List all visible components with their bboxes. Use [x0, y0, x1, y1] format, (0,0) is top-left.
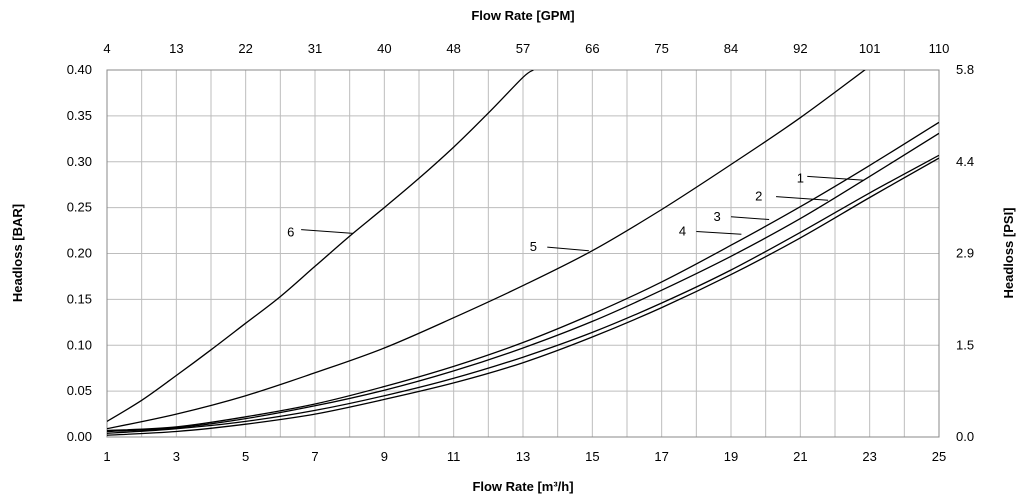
x-tick-label: 21 — [793, 449, 807, 464]
y2-tick-label: 1.5 — [956, 337, 974, 352]
y2-tick-label: 5.8 — [956, 62, 974, 77]
curve-layer: 1 2 3 4 5 6 — [107, 70, 939, 436]
curve-2 — [107, 132, 939, 433]
x2-tick-label: 66 — [585, 41, 599, 56]
x2-tick-label: 57 — [516, 41, 530, 56]
x2-tick-label: 48 — [446, 41, 460, 56]
leader-line-5 — [547, 246, 589, 252]
y-tick-label: 0.25 — [67, 200, 92, 215]
curve-1 — [107, 121, 939, 432]
curve-5 — [107, 70, 866, 430]
y2-tick-label: 2.9 — [956, 246, 974, 261]
y2-tick-label: 0.0 — [956, 429, 974, 444]
y-tick-label: 0.20 — [67, 246, 92, 261]
curve-label-4: 4 — [679, 224, 686, 239]
curve-label-5: 5 — [530, 239, 537, 254]
y2-tick-label: 4.4 — [956, 154, 974, 169]
y-tick-label: 0.30 — [67, 154, 92, 169]
x-tick-label: 13 — [516, 449, 530, 464]
y-tick-label: 0.05 — [67, 383, 92, 398]
x-tick-label: 1 — [103, 449, 110, 464]
curve-6 — [107, 70, 534, 422]
x2-tick-label: 84 — [724, 41, 738, 56]
x-tick-label: 23 — [862, 449, 876, 464]
leader-line-4 — [696, 230, 742, 235]
curve-label-1: 1 — [797, 170, 804, 185]
x-axis-title-bottom: Flow Rate [m³/h] — [472, 479, 573, 494]
leader-line-2 — [776, 196, 829, 201]
x-tick-label: 15 — [585, 449, 599, 464]
x2-tick-label: 22 — [238, 41, 252, 56]
x-tick-label: 25 — [932, 449, 946, 464]
y-tick-label: 0.40 — [67, 62, 92, 77]
x2-tick-label: 110 — [929, 41, 950, 56]
tick-layer: 1 3 5 7 9 11 13 15 17 19 21 23 254 13 22 31 40 48 57 66 75 84… — [67, 41, 974, 464]
curve-label-6: 6 — [287, 224, 294, 239]
y-tick-label: 0.00 — [67, 429, 92, 444]
x-tick-label: 5 — [242, 449, 249, 464]
curve-4 — [107, 157, 939, 436]
y-axis-title-left: Headloss [BAR] — [10, 204, 25, 302]
x2-tick-label: 101 — [859, 41, 881, 56]
y-axis-title-right: Headloss [PSI] — [1001, 207, 1016, 298]
y-tick-label: 0.10 — [67, 337, 92, 352]
x-tick-label: 3 — [173, 449, 180, 464]
x2-tick-label: 31 — [308, 41, 322, 56]
x2-tick-label: 75 — [654, 41, 668, 56]
curve-label-2: 2 — [755, 189, 762, 204]
leader-line-3 — [730, 216, 770, 221]
grid-layer — [106, 69, 940, 438]
y-tick-label: 0.35 — [67, 108, 92, 123]
curve-label-3: 3 — [714, 209, 721, 224]
x-tick-label: 9 — [381, 449, 388, 464]
x-axis-title-top: Flow Rate [GPM] — [471, 8, 574, 23]
x2-tick-label: 4 — [103, 41, 110, 56]
plot-frame — [106, 69, 940, 438]
x2-tick-label: 92 — [793, 41, 807, 56]
y-tick-label: 0.15 — [67, 291, 92, 306]
curve-3 — [107, 154, 939, 434]
x-tick-label: 7 — [311, 449, 318, 464]
x-tick-label: 19 — [724, 449, 738, 464]
x2-tick-label: 40 — [377, 41, 391, 56]
leader-line-1 — [807, 175, 863, 181]
x2-tick-label: 13 — [169, 41, 183, 56]
x-tick-label: 11 — [447, 449, 461, 464]
x-tick-label: 17 — [654, 449, 668, 464]
leader-line-6 — [301, 229, 354, 234]
